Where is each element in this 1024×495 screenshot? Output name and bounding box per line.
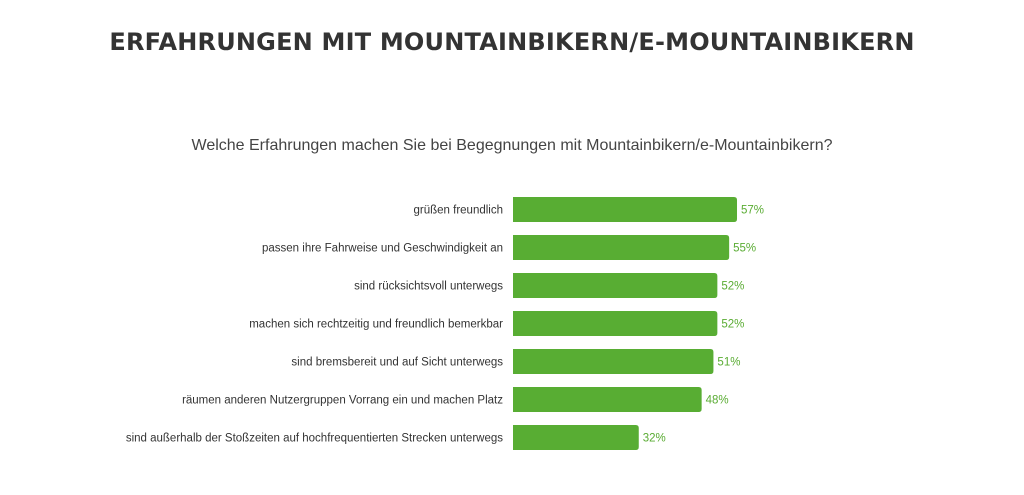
bar	[513, 273, 718, 298]
category-label: machen sich rechtzeitig und freundlich b…	[249, 319, 503, 331]
category-label: grüßen freundlich	[414, 205, 504, 217]
category-label: sind rücksichtsvoll unterwegs	[354, 281, 503, 293]
page-title: ERFAHRUNGEN MIT MOUNTAINBIKERN/E-MOUNTAI…	[109, 28, 915, 56]
value-label: 32%	[643, 433, 666, 445]
category-label: passen ihre Fahrweise und Geschwindigkei…	[262, 243, 503, 255]
value-label: 55%	[733, 243, 756, 255]
value-label: 51%	[717, 357, 740, 369]
category-label: sind außerhalb der Stoßzeiten auf hochfr…	[126, 433, 503, 445]
category-label: räumen anderen Nutzergruppen Vorrang ein…	[182, 395, 503, 407]
value-label: 52%	[721, 319, 744, 331]
bar	[513, 387, 702, 412]
bar	[513, 197, 738, 222]
bar	[513, 311, 718, 336]
bar	[513, 349, 714, 374]
value-label: 57%	[741, 205, 764, 217]
chart-title: Welche Erfahrungen machen Sie bei Begegn…	[191, 137, 833, 154]
bar	[513, 235, 730, 260]
value-label: 52%	[721, 281, 744, 293]
value-label: 48%	[706, 395, 729, 407]
bar	[513, 425, 639, 450]
category-label: sind bremsbereit und auf Sicht unterwegs	[291, 357, 503, 369]
